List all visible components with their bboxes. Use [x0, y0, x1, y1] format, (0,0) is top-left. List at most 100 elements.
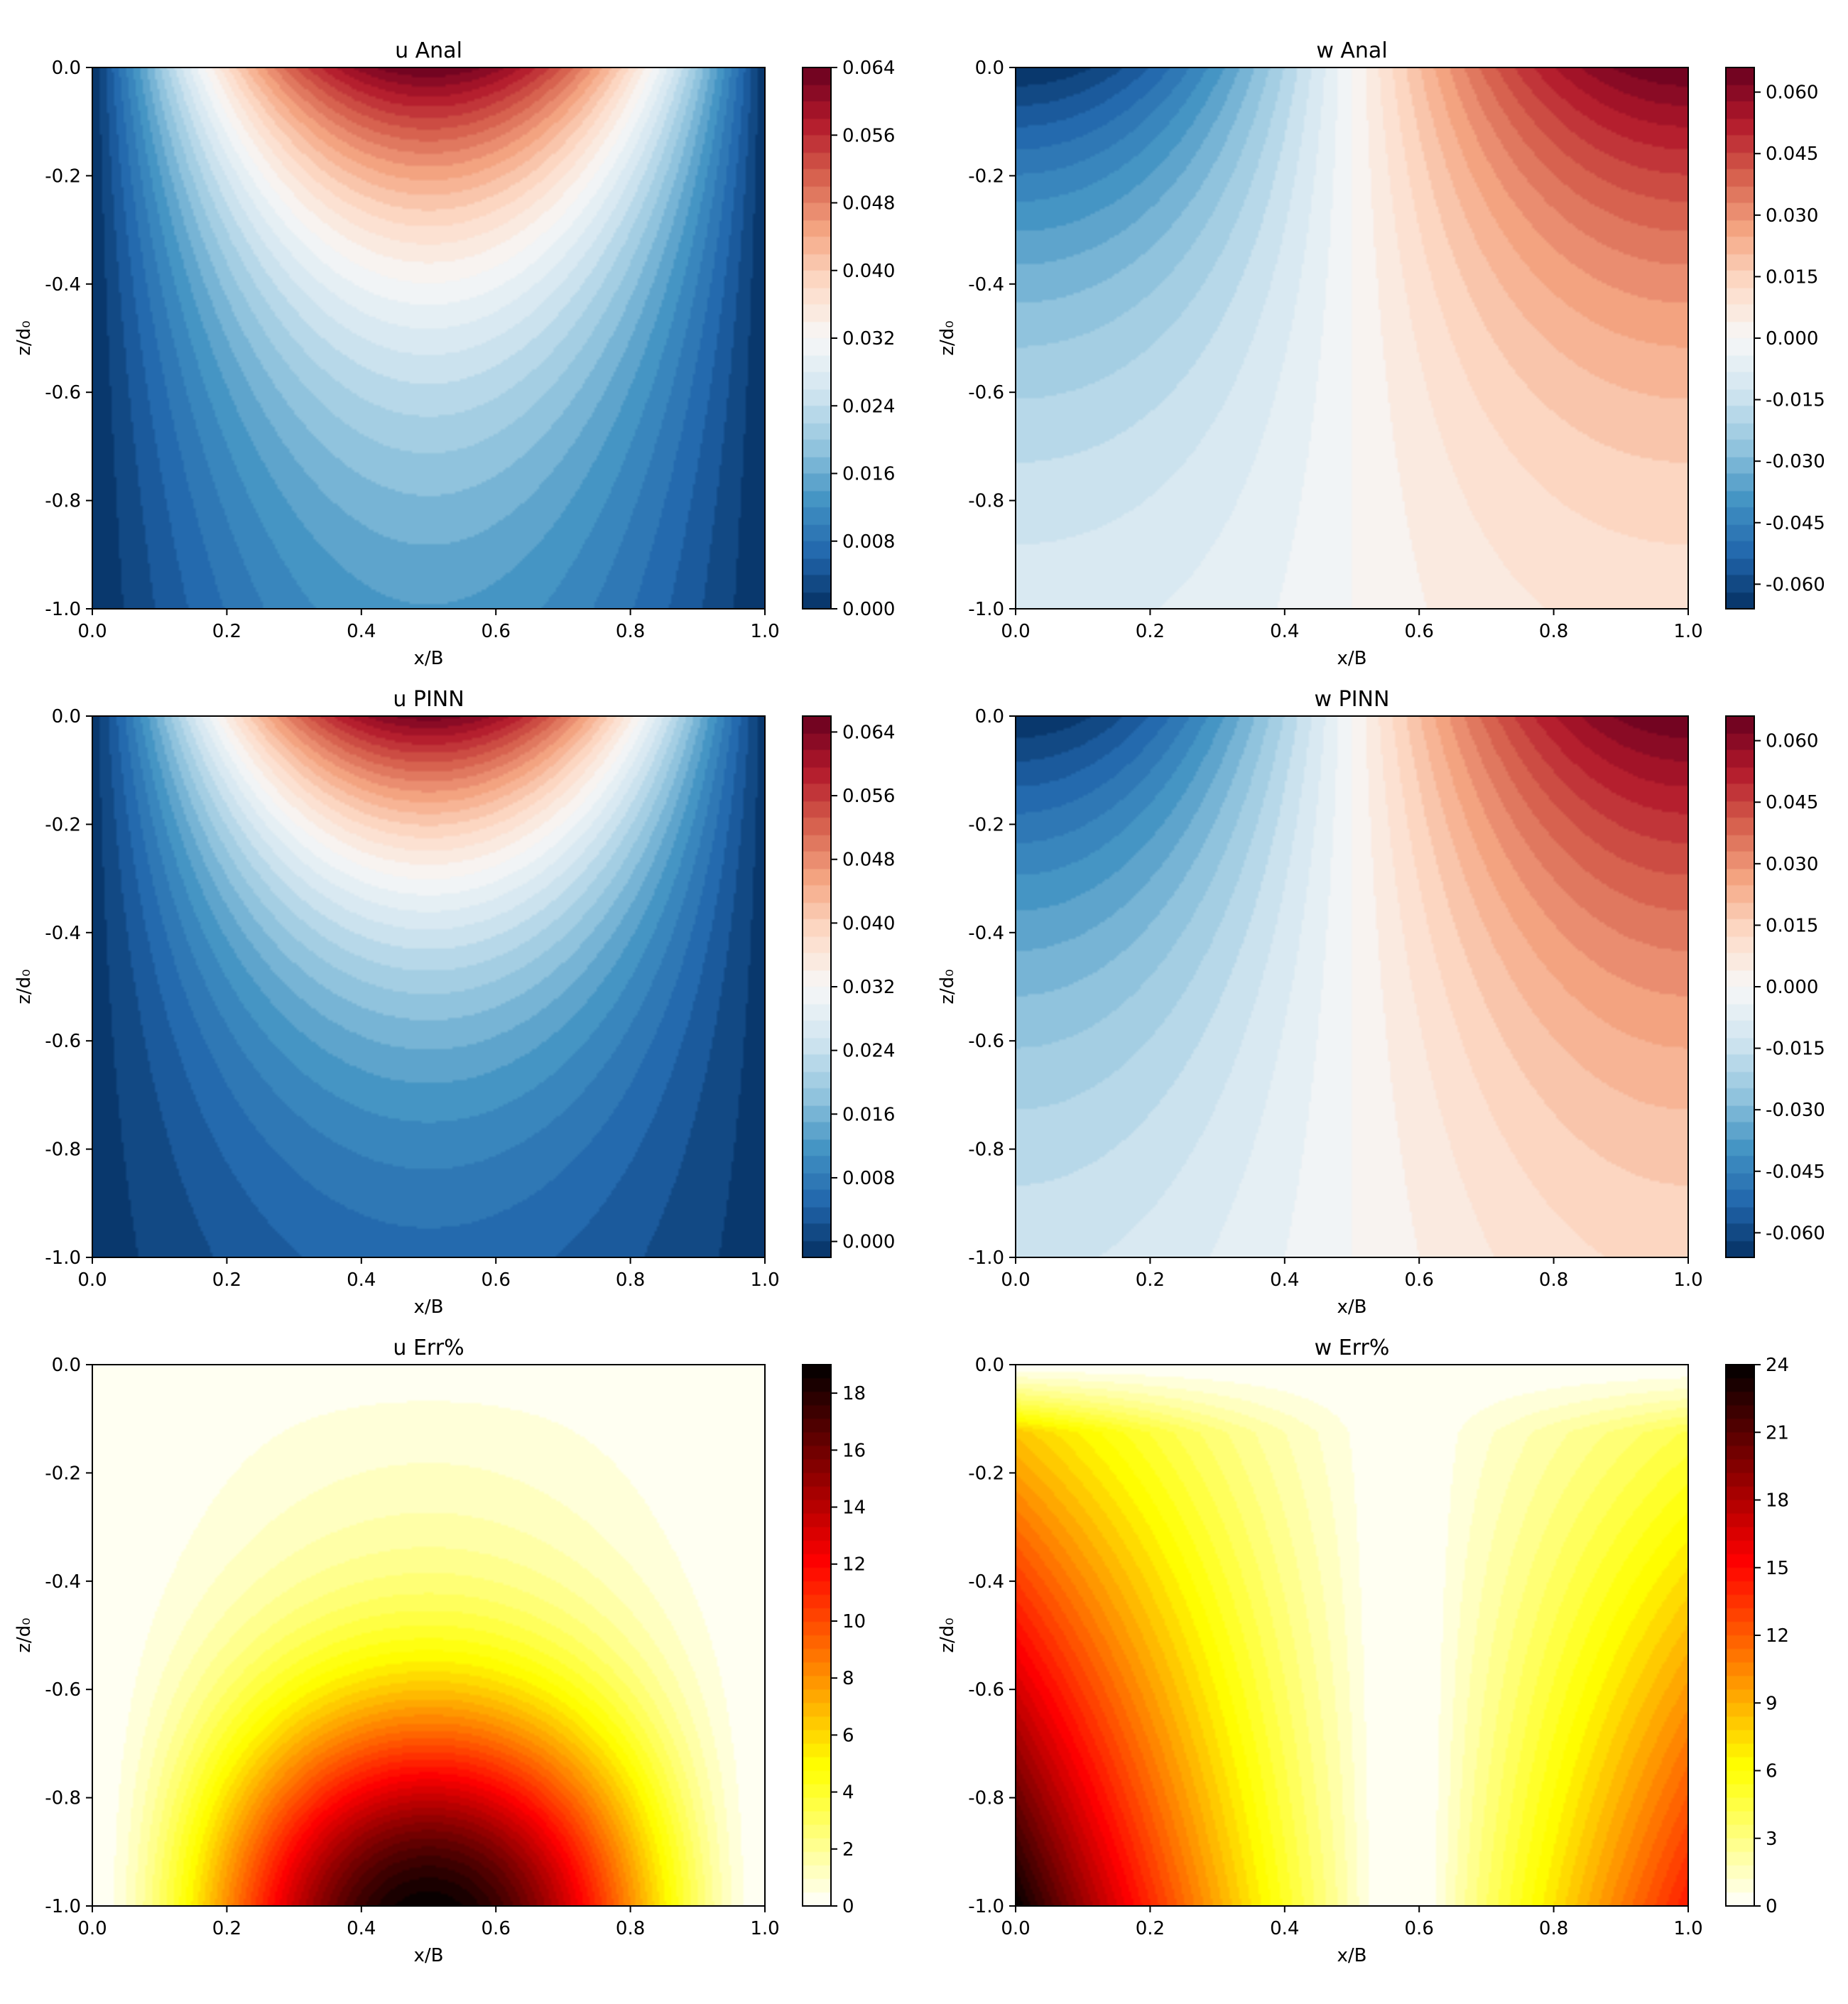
colorbar-tick-label: 4: [842, 1782, 854, 1804]
x-axis-label: x/B: [1337, 1296, 1367, 1318]
y-tick-label: 0.0: [975, 58, 1004, 79]
y-tick-label: -0.2: [45, 814, 81, 835]
colorbar-tick-label: -0.045: [1766, 1161, 1825, 1183]
y-tick-label: 0.0: [52, 1355, 81, 1376]
y-tick-label: 0.0: [975, 1355, 1004, 1376]
y-axis-label: z/d₀: [937, 969, 958, 1004]
colorbar-tick-label: 0.056: [842, 786, 895, 807]
y-tick-label: -1.0: [968, 1896, 1004, 1917]
colorbar-tick-label: -0.015: [1766, 1039, 1825, 1060]
colorbar: [803, 67, 831, 609]
x-axis-label: x/B: [1337, 648, 1367, 669]
panel-u-pinn: u PINN 0.0 0.2 0.4 0.6 0.8 1.0 0.0 -0.2 -0.4 -0.6 -…: [13, 687, 895, 1318]
heatmap-w-pinn: [1016, 716, 1688, 1257]
y-tick-label: -0.6: [968, 1679, 1004, 1701]
panel-w-pinn: w PINN 0.0 0.2 0.4 0.6 0.8 1.0 0.0 -0.2 -0.4 -0.6 -…: [937, 687, 1825, 1318]
colorbar-tick-label: 0.040: [842, 261, 895, 282]
chart-title: u Err%: [393, 1336, 464, 1360]
colorbar-tick-label: 0.030: [1766, 205, 1818, 227]
colorbar-tick-label: 0: [842, 1896, 854, 1917]
x-tick-label: 0.4: [1270, 1269, 1299, 1291]
colorbar-tick-label: 2: [842, 1839, 854, 1861]
y-tick-label: -0.2: [45, 1463, 81, 1484]
y-tick-label: -0.8: [45, 1788, 81, 1809]
x-tick-label: 0.0: [77, 621, 107, 642]
x-tick-label: 0.4: [347, 621, 376, 642]
y-tick-label: -0.2: [968, 166, 1004, 187]
colorbar-tick-label: 0.060: [1766, 82, 1818, 104]
y-tick-label: -0.6: [968, 1031, 1004, 1052]
y-tick-label: -0.2: [968, 1463, 1004, 1484]
colorbar-tick-label: 0.008: [842, 1168, 895, 1189]
panel-w-anal: w Anal 0.0 0.2 0.4 0.6 0.8 1.0 0.0 -0.2 -0.4 -0.6 -…: [937, 38, 1825, 669]
colorbar-tick-label: 0.045: [1766, 792, 1818, 813]
plot-frame: [1015, 1364, 1689, 1907]
colorbar-tick-label: -0.015: [1766, 390, 1825, 411]
y-tick-label: -0.4: [968, 1571, 1004, 1593]
colorbar-tick-label: 3: [1766, 1829, 1778, 1850]
x-tick-label: 0.8: [1539, 621, 1568, 642]
plot-frame: [1015, 715, 1689, 1258]
chart-title: u PINN: [393, 687, 464, 712]
x-tick-label: 0.4: [1270, 1918, 1299, 1939]
x-tick-label: 1.0: [1673, 1269, 1702, 1291]
x-tick-label: 0.6: [482, 621, 511, 642]
colorbar-tick-label: 0.000: [1766, 977, 1818, 998]
y-tick-label: -0.6: [45, 1679, 81, 1701]
colorbar-tick-label: 0.000: [1766, 328, 1818, 350]
colorbar-tick-label: 6: [842, 1725, 854, 1746]
x-tick-label: 0.2: [1136, 1918, 1165, 1939]
heatmap-w-err: [1016, 1365, 1688, 1906]
colorbar-tick-label: -0.060: [1766, 574, 1825, 595]
colorbar-tick-label: -0.030: [1766, 451, 1825, 472]
x-tick-label: 0.8: [1539, 1918, 1568, 1939]
colorbar-tick-label: 12: [842, 1554, 866, 1576]
colorbar-tick-label: 0.000: [842, 1232, 895, 1253]
x-tick-label: 0.0: [1001, 1918, 1030, 1939]
colorbar-tick-label: 9: [1766, 1693, 1778, 1714]
heatmap-w-anal: [1016, 67, 1688, 609]
colorbar-tick-label: 8: [842, 1668, 854, 1689]
y-tick-label: -0.8: [45, 1139, 81, 1161]
plot-frame: [92, 67, 766, 610]
x-tick-label: 0.0: [1001, 621, 1030, 642]
colorbar-tick-label: 0.032: [842, 977, 895, 998]
colorbar-tick-label: 0.024: [842, 1041, 895, 1062]
colorbar-tick-label: 14: [842, 1497, 866, 1519]
y-tick-label: -0.2: [968, 814, 1004, 835]
heatmap-u-pinn: [92, 716, 765, 1257]
x-tick-label: 0.8: [616, 621, 645, 642]
colorbar: [803, 716, 831, 1257]
colorbar-tick-label: 0.016: [842, 1104, 895, 1125]
colorbar: [1726, 1365, 1754, 1906]
x-tick-label: 0.8: [616, 1269, 645, 1291]
y-tick-label: -0.6: [45, 382, 81, 403]
colorbar-tick-label: 0.048: [842, 850, 895, 871]
y-tick-label: -0.6: [968, 382, 1004, 403]
x-tick-label: 0.0: [77, 1269, 107, 1291]
plot-frame: [1015, 67, 1689, 610]
colorbar-tick-label: 0.008: [842, 531, 895, 553]
colorbar-tick-label: 0.064: [842, 722, 895, 743]
y-axis-label: z/d₀: [937, 1618, 958, 1652]
colorbar-tick-label: 0.045: [1766, 143, 1818, 165]
colorbar-tick-label: -0.045: [1766, 513, 1825, 534]
x-tick-label: 0.8: [616, 1918, 645, 1939]
y-tick-label: -0.4: [968, 274, 1004, 296]
colorbar-tick-label: 12: [1766, 1625, 1789, 1647]
plot-frame: [92, 715, 766, 1258]
colorbar-tick-label: 18: [1766, 1490, 1789, 1512]
x-tick-label: 0.2: [1136, 621, 1165, 642]
y-tick-label: -0.8: [45, 491, 81, 512]
x-tick-label: 0.6: [482, 1269, 511, 1291]
colorbar-tick-label: 0.056: [842, 125, 895, 146]
y-axis-label: z/d₀: [13, 320, 35, 355]
x-tick-label: 0.4: [1270, 621, 1299, 642]
colorbar-tick-label: 0.030: [1766, 854, 1818, 875]
panel-u-anal: u Anal 0.0 0.2 0.4 0.6 0.8 1.0 0.0 -0.2 -0.4 -0.6 -…: [13, 38, 895, 669]
y-tick-label: -1.0: [45, 599, 81, 620]
x-tick-label: 0.0: [1001, 1269, 1030, 1291]
y-tick-label: -0.4: [45, 1571, 81, 1593]
chart-title: u Anal: [395, 38, 462, 63]
